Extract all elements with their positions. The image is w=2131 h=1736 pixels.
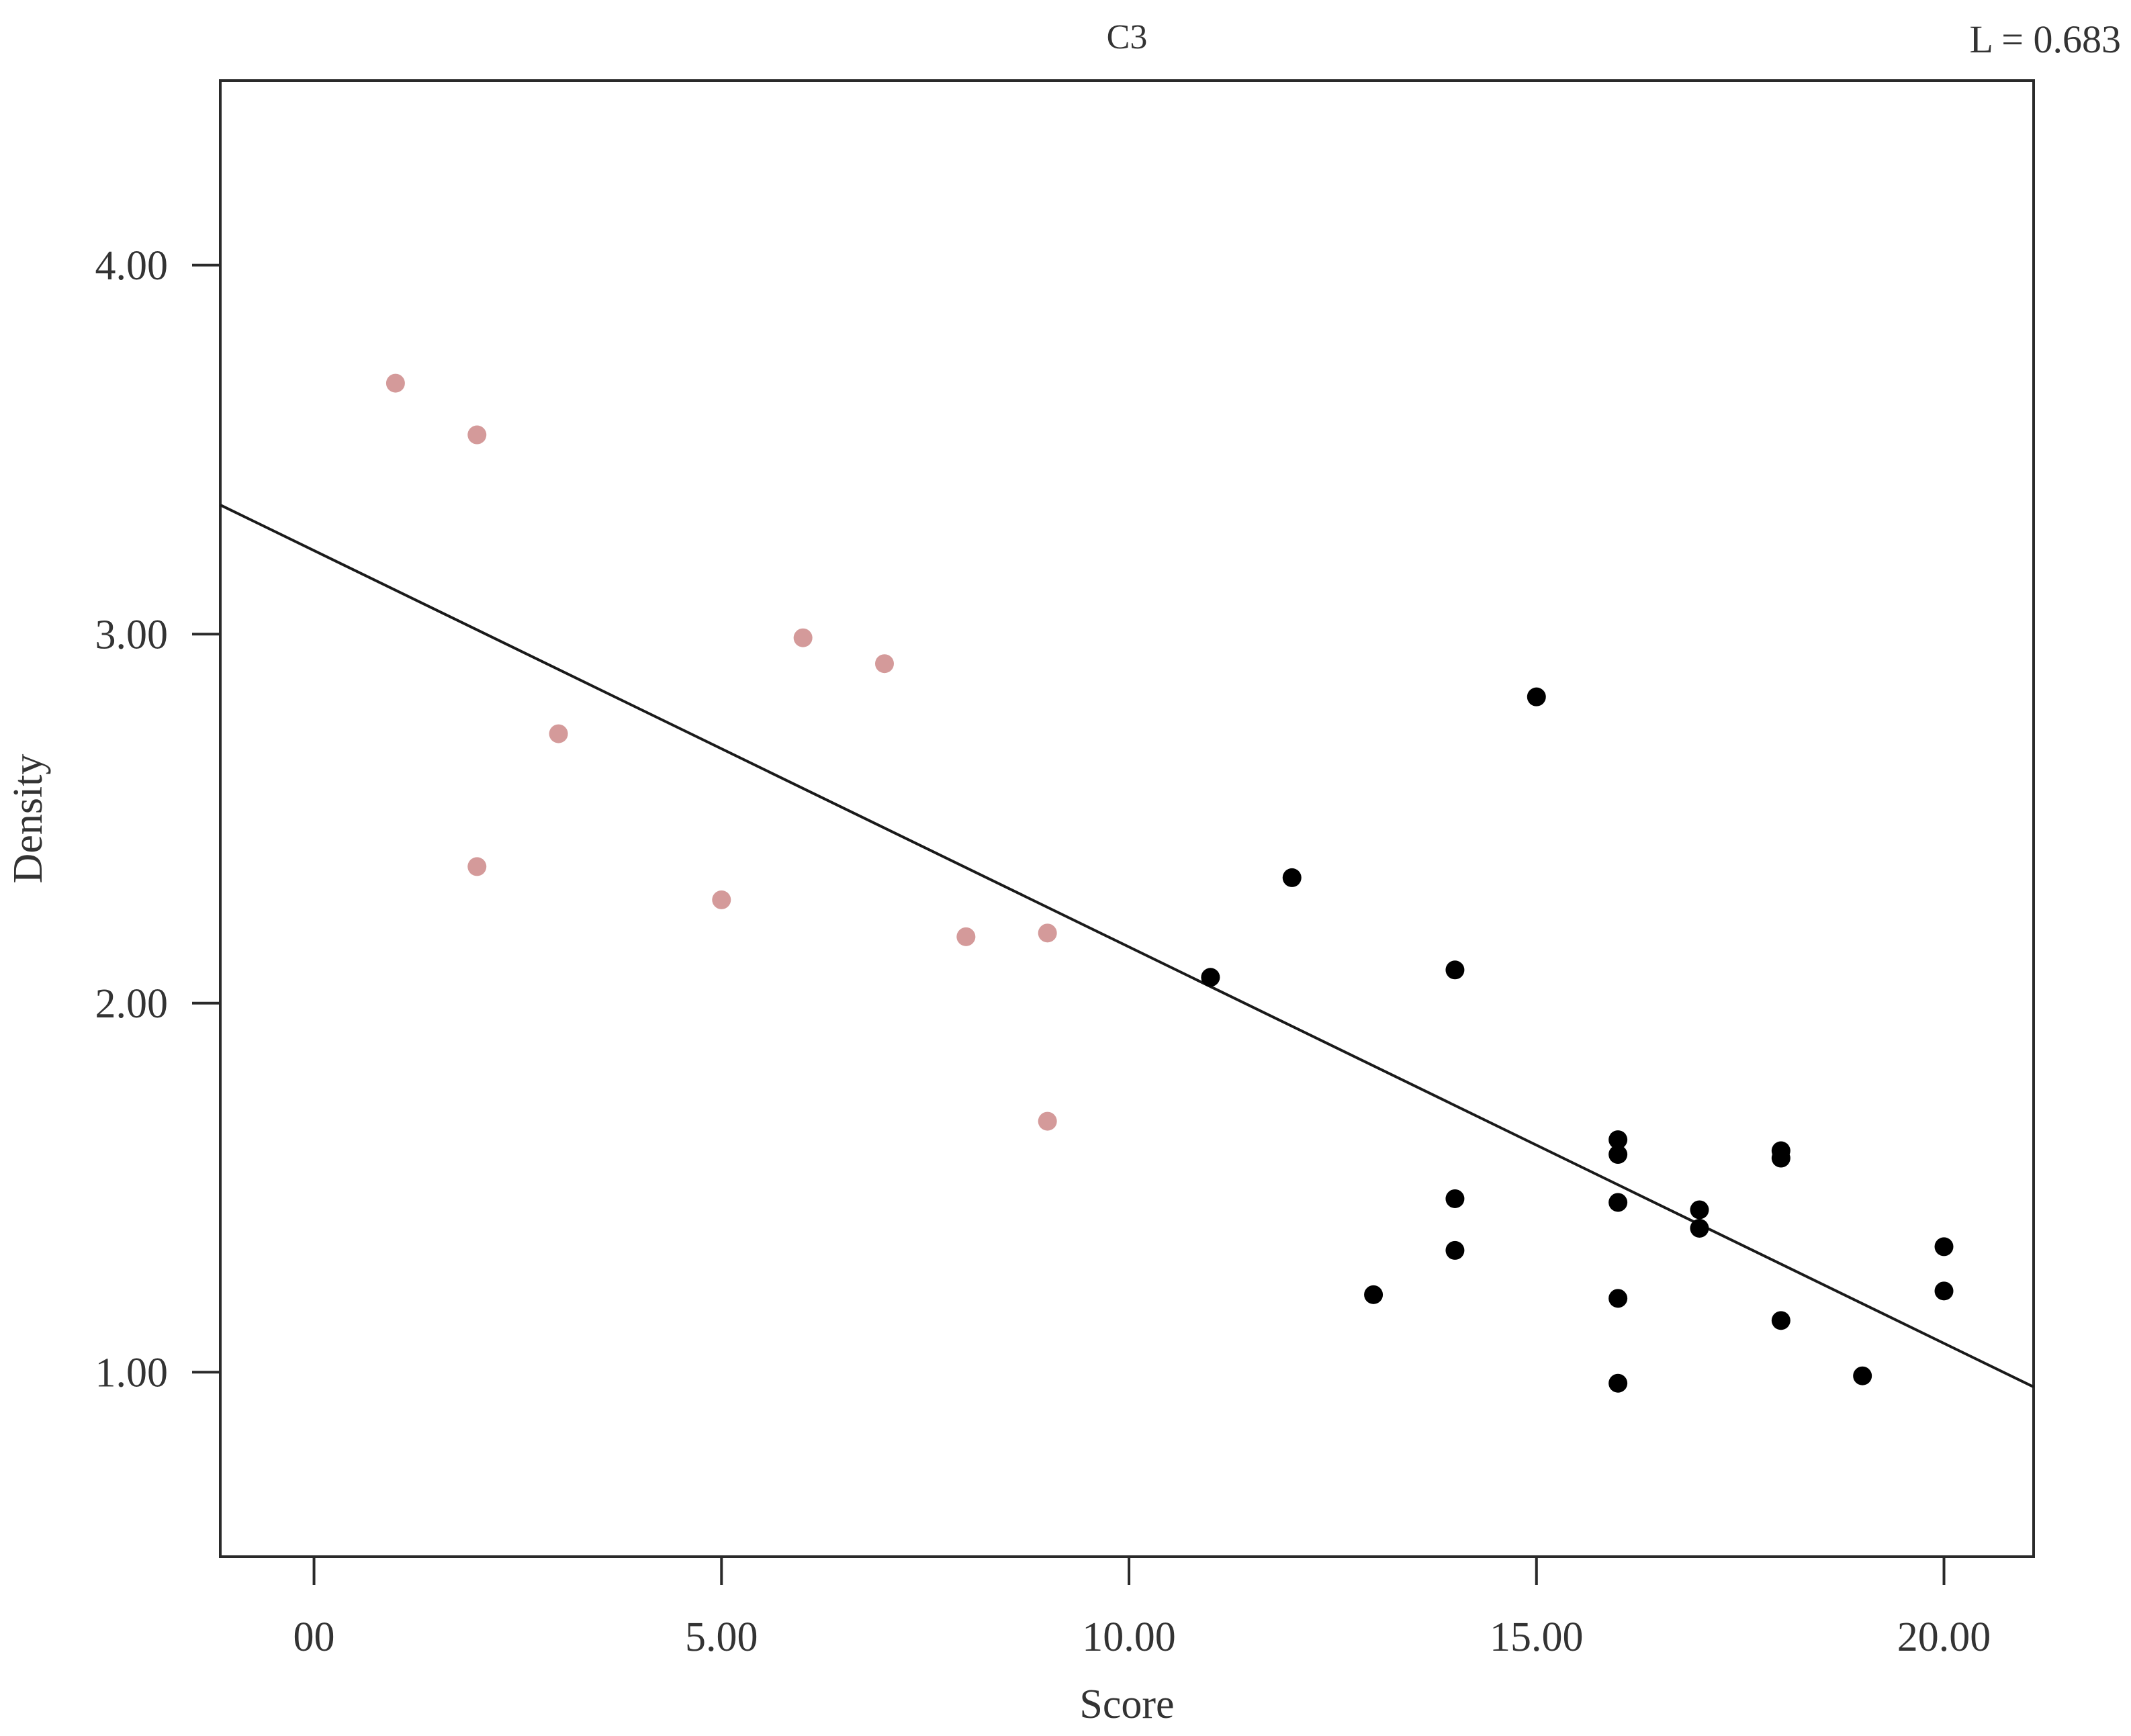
black-data-point xyxy=(1445,1189,1465,1208)
plot-frame xyxy=(219,79,2035,1558)
black-data-point xyxy=(1364,1285,1384,1304)
y-axis: 1.00 2.00 3.00 4.00 xyxy=(95,243,220,1396)
pink-data-point xyxy=(549,724,568,743)
black-data-point xyxy=(1934,1281,1954,1301)
chart-title: C3 xyxy=(1107,18,1148,56)
y-tick-label: 3.00 xyxy=(95,612,169,657)
x-tick-label: 20.00 xyxy=(1897,1614,1991,1660)
y-tick-label: 4.00 xyxy=(95,243,169,289)
pink-data-point xyxy=(874,654,894,674)
y-axis-label: Density xyxy=(5,754,51,884)
black-data-point xyxy=(1608,1289,1628,1308)
x-tick-label: 15.00 xyxy=(1490,1614,1584,1660)
black-data-point xyxy=(1853,1366,1872,1385)
black-data-point xyxy=(1608,1373,1628,1393)
black-data-point xyxy=(1771,1311,1790,1330)
x-tick-label: 5.00 xyxy=(685,1614,758,1660)
black-data-point xyxy=(1445,960,1465,980)
regression-line xyxy=(220,504,2034,1389)
black-data-point xyxy=(1690,1200,1709,1220)
y-tick-label: 2.00 xyxy=(95,981,169,1027)
pink-data-point xyxy=(956,927,976,946)
pink-data-point xyxy=(1038,923,1057,943)
black-data-point xyxy=(1690,1218,1709,1238)
black-data-point xyxy=(1934,1237,1954,1257)
x-axis: 00 5.00 10.00 15.00 20.00 xyxy=(293,1557,1991,1660)
black-data-point xyxy=(1771,1148,1790,1168)
pink-data-point xyxy=(386,373,405,393)
black-data-point xyxy=(1282,868,1302,887)
x-tick-label: 10.00 xyxy=(1082,1614,1176,1660)
pink-data-point xyxy=(467,857,487,876)
black-data-point xyxy=(1201,968,1220,987)
x-axis-label: Score xyxy=(1079,1682,1174,1727)
black-data-point xyxy=(1608,1193,1628,1212)
pink-data-point xyxy=(712,890,731,909)
black-data-point xyxy=(1527,687,1546,706)
pink-data-point xyxy=(1038,1111,1057,1131)
fit-stat-annotation: L = 0.683 xyxy=(1970,17,2122,61)
black-data-point xyxy=(1608,1145,1628,1164)
black-data-point xyxy=(1445,1240,1465,1260)
pink-data-point xyxy=(793,628,813,647)
black-data-point xyxy=(1608,1130,1628,1150)
x-tick-label: 00 xyxy=(293,1614,335,1660)
y-tick-label: 1.00 xyxy=(95,1350,169,1396)
pink-data-point xyxy=(467,425,487,445)
data-points xyxy=(386,373,1954,1393)
